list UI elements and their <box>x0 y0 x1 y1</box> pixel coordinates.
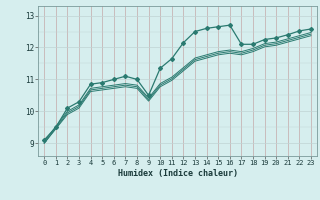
X-axis label: Humidex (Indice chaleur): Humidex (Indice chaleur) <box>118 169 238 178</box>
